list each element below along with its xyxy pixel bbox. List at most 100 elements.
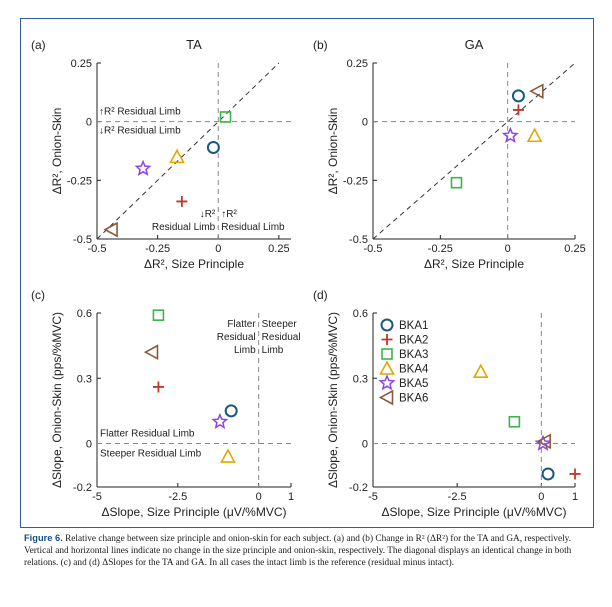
figure-canvas: (a) TA -0.5 -0.25 0 0.25 -0.5 -0.25 0 0.25 ΔR², Si…	[31, 37, 586, 519]
y-tick-label: -0.25	[67, 175, 92, 187]
annotation-right-top: ↑R²	[221, 209, 237, 220]
data-point-bka5	[134, 159, 152, 176]
annotation-upper: ↑R² Residual Limb	[99, 107, 181, 118]
annotation-left-top: ↓R²	[200, 209, 216, 220]
x-axis-label: ΔR², Size Principle	[144, 257, 244, 271]
y-tick-label: 0.6	[353, 308, 368, 320]
y-tick-label: 0.25	[71, 58, 92, 70]
annotation-left-bottom: Residual Limb	[152, 222, 216, 233]
identity-diagonal	[372, 62, 576, 240]
annotation-steeper-limb: Limb	[262, 345, 284, 356]
x-axis-label: ΔR², Size Principle	[424, 257, 524, 271]
annotation-lower: ↓R² Residual Limb	[99, 126, 181, 137]
legend-marker-bka4	[379, 360, 395, 375]
panel-3: (d) -5 -2.5 0 1 -0.2 0 0.3 0.6 ΔSlope, Size Princ…	[313, 288, 581, 519]
x-tick-label: 1	[288, 491, 294, 503]
annotation-right-bottom: Residual Limb	[221, 222, 285, 233]
legend-marker-bka1	[380, 318, 394, 332]
data-point-bka4	[220, 448, 236, 463]
data-point-bka5	[501, 126, 519, 143]
data-point-bka4	[526, 127, 543, 143]
x-tick-label: -0.5	[88, 243, 107, 255]
x-tick-label: 1	[572, 491, 578, 503]
data-point-bka1	[224, 404, 238, 418]
annotation-lower: Steeper Residual Limb	[100, 449, 202, 460]
data-point-bka3	[152, 309, 165, 321]
x-tick-label: -5	[92, 491, 102, 503]
x-tick-label: -2.5	[168, 491, 187, 503]
legend-label-bka1: BKA1	[399, 320, 428, 332]
y-tick-label: 0.6	[77, 308, 92, 320]
x-tick-label: 0.25	[268, 243, 289, 255]
data-point-bka1	[206, 140, 220, 154]
legend-marker-bka6	[378, 389, 394, 406]
legend: BKA1 BKA2 BKA3 BKA4 BKA5 BKA6	[378, 318, 429, 406]
annotation-steeper-residual: Residual	[262, 332, 301, 343]
y-axis-label: ΔR², Onion-Skin	[326, 108, 340, 195]
figure-frame: (a) TA -0.5 -0.25 0 0.25 -0.5 -0.25 0 0.25 ΔR², Si…	[20, 18, 594, 528]
y-axis-label: ΔR², Onion-Skin	[50, 108, 64, 195]
y-tick-label: 0	[86, 117, 92, 129]
data-point-bka3	[450, 176, 463, 189]
x-tick-label: -0.25	[145, 243, 170, 255]
data-point-bka6	[529, 83, 544, 100]
y-tick-label: -0.2	[349, 482, 368, 494]
x-tick-label: 0	[505, 243, 511, 255]
caption-text: Relative change between size principle a…	[24, 534, 572, 568]
data-point-bka6	[103, 221, 118, 238]
y-tick-label: 0.3	[77, 373, 92, 385]
data-point-bka4	[169, 148, 185, 164]
panel-title: TA	[186, 37, 202, 52]
x-tick-label: -5	[368, 491, 378, 503]
data-point-bka2	[512, 104, 524, 116]
x-tick-label: -0.25	[428, 243, 453, 255]
annotation-flatter: Flatter	[227, 319, 256, 330]
legend-marker-bka3	[381, 348, 393, 360]
data-point-bka2	[569, 468, 581, 480]
figure-caption: Figure 6. Relative change between size p…	[24, 532, 590, 569]
x-axis-label: ΔSlope, Size Principle (μV/%MVC)	[382, 505, 567, 519]
panel-title: GA	[465, 37, 484, 52]
annotation-upper: Flatter Residual Limb	[100, 429, 195, 440]
x-tick-label: -2.5	[448, 491, 467, 503]
y-tick-label: -0.25	[343, 175, 368, 187]
data-point-bka1	[511, 89, 525, 103]
caption-label: Figure 6.	[24, 533, 63, 543]
y-tick-label: 0	[362, 117, 368, 129]
data-point-bka6	[143, 344, 159, 360]
annotation-steeper: Steeper	[262, 319, 298, 330]
legend-label-bka3: BKA3	[399, 349, 428, 361]
y-tick-label: 0	[362, 439, 368, 451]
legend-label-bka5: BKA5	[399, 378, 428, 390]
y-tick-label: -0.2	[73, 482, 92, 494]
panel-2: (c) -5 -2.5 0 1 -0.2 0 0.3 0.6 ΔSlope, Size Princ…	[31, 288, 301, 519]
y-tick-label: 0	[86, 439, 92, 451]
x-tick-label: 0	[256, 491, 262, 503]
x-axis-label: ΔSlope, Size Principle (μV/%MVC)	[102, 505, 287, 519]
y-axis-label: ΔSlope, Onion-Skin (pps/%MVC)	[326, 312, 340, 488]
data-point-bka2	[176, 195, 188, 207]
legend-label-bka4: BKA4	[399, 364, 429, 376]
data-point-bka5	[211, 412, 229, 429]
panel-label: (b)	[313, 38, 328, 52]
data-point-bka1	[541, 467, 555, 481]
panel-label: (a)	[31, 38, 46, 52]
legend-marker-bka2	[381, 334, 393, 345]
data-point-bka4	[472, 363, 489, 379]
annotation-flatter-residual: Residual	[217, 332, 256, 343]
annotation-flatter-limb: Limb	[234, 345, 256, 356]
panel-1: (b) GA -0.5 -0.25 0 0.25 -0.5 -0.25 0 0.25 ΔR², Si…	[313, 37, 586, 271]
y-tick-label: 0.3	[353, 373, 368, 385]
data-point-bka6	[536, 433, 551, 450]
data-point-bka3	[508, 415, 521, 428]
x-tick-label: 0.25	[564, 243, 585, 255]
legend-marker-bka5	[378, 374, 396, 391]
x-tick-label: 0	[215, 243, 221, 255]
data-point-bka3	[219, 111, 232, 123]
x-tick-label: -0.5	[364, 243, 383, 255]
y-tick-label: 0.25	[347, 58, 368, 70]
panel-label: (d)	[313, 288, 328, 302]
y-tick-label: -0.5	[73, 234, 92, 246]
identity-diagonal	[96, 62, 280, 240]
y-axis-label: ΔSlope, Onion-Skin (pps/%MVC)	[50, 312, 64, 488]
